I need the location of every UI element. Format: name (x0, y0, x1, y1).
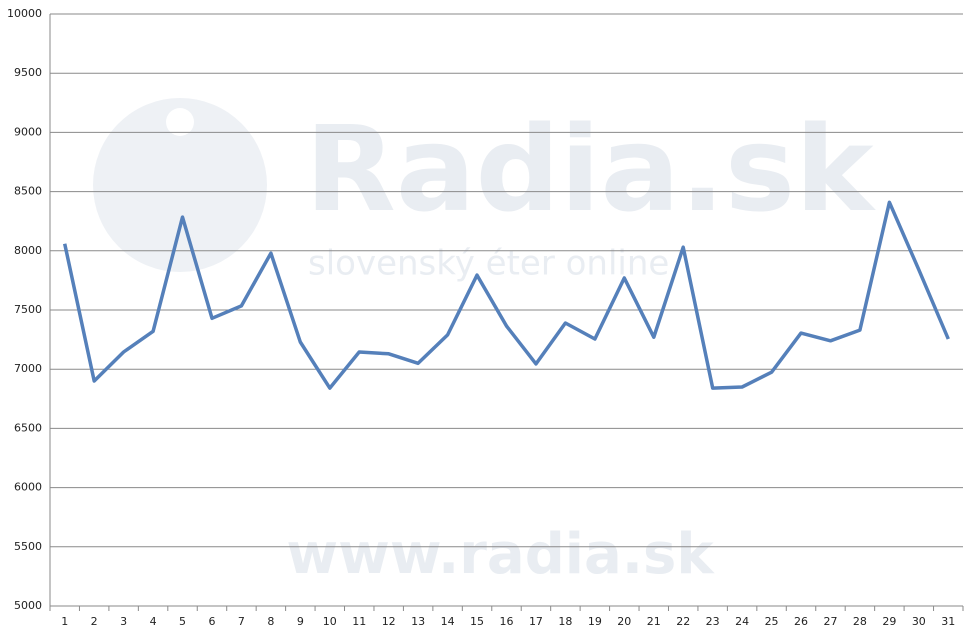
y-tick-label: 10000 (7, 7, 42, 20)
y-tick-label: 7000 (14, 362, 42, 375)
x-tick-label: 14 (441, 615, 455, 628)
y-tick-label: 9000 (14, 125, 42, 138)
x-tick-label: 2 (91, 615, 98, 628)
watermark-icon (93, 98, 267, 272)
y-tick-label: 8500 (14, 185, 42, 198)
x-tick-label: 15 (470, 615, 484, 628)
x-tick-label: 12 (382, 615, 396, 628)
y-tick-label: 5000 (14, 599, 42, 612)
x-tick-label: 21 (647, 615, 661, 628)
x-tick-label: 19 (588, 615, 602, 628)
x-tick-label: 10 (323, 615, 337, 628)
x-tick-label: 4 (150, 615, 157, 628)
y-tick-label: 5500 (14, 540, 42, 553)
y-tick-label: 9500 (14, 66, 42, 79)
watermark-url: www.radia.sk (286, 522, 715, 587)
data-line (62, 200, 950, 390)
y-tick-label: 8000 (14, 244, 42, 257)
x-tick-label: 29 (882, 615, 896, 628)
y-tick-label: 6000 (14, 481, 42, 494)
x-tick-label: 16 (500, 615, 514, 628)
watermark-tagline: slovenský éter online (308, 244, 669, 284)
x-tick-label: 13 (411, 615, 425, 628)
watermark: Radia.sk slovenský éter online www.radia… (93, 98, 876, 587)
x-tick-label: 30 (912, 615, 926, 628)
x-tick-label: 24 (735, 615, 749, 628)
x-tick-label: 5 (179, 615, 186, 628)
x-tick-label: 1 (61, 615, 68, 628)
x-tick-label: 26 (794, 615, 808, 628)
x-tick-label: 20 (617, 615, 631, 628)
x-tick-label: 31 (941, 615, 955, 628)
x-tick-label: 11 (352, 615, 366, 628)
x-tick-label: 18 (558, 615, 572, 628)
x-tick-label: 9 (297, 615, 304, 628)
x-tick-label: 23 (706, 615, 720, 628)
y-tick-label: 7500 (14, 303, 42, 316)
x-tick-label: 25 (765, 615, 779, 628)
x-tick-label: 7 (238, 615, 245, 628)
watermark-icon-dot (166, 108, 194, 136)
x-tick-label: 8 (267, 615, 274, 628)
x-tick-label: 22 (676, 615, 690, 628)
x-tick-label: 28 (853, 615, 867, 628)
watermark-logo: Radia.sk (305, 100, 876, 238)
x-tick-label: 27 (823, 615, 837, 628)
x-tick-label: 6 (208, 615, 215, 628)
y-tick-label: 6500 (14, 421, 42, 434)
x-tick-label: 3 (120, 615, 127, 628)
x-tick-label: 17 (529, 615, 543, 628)
